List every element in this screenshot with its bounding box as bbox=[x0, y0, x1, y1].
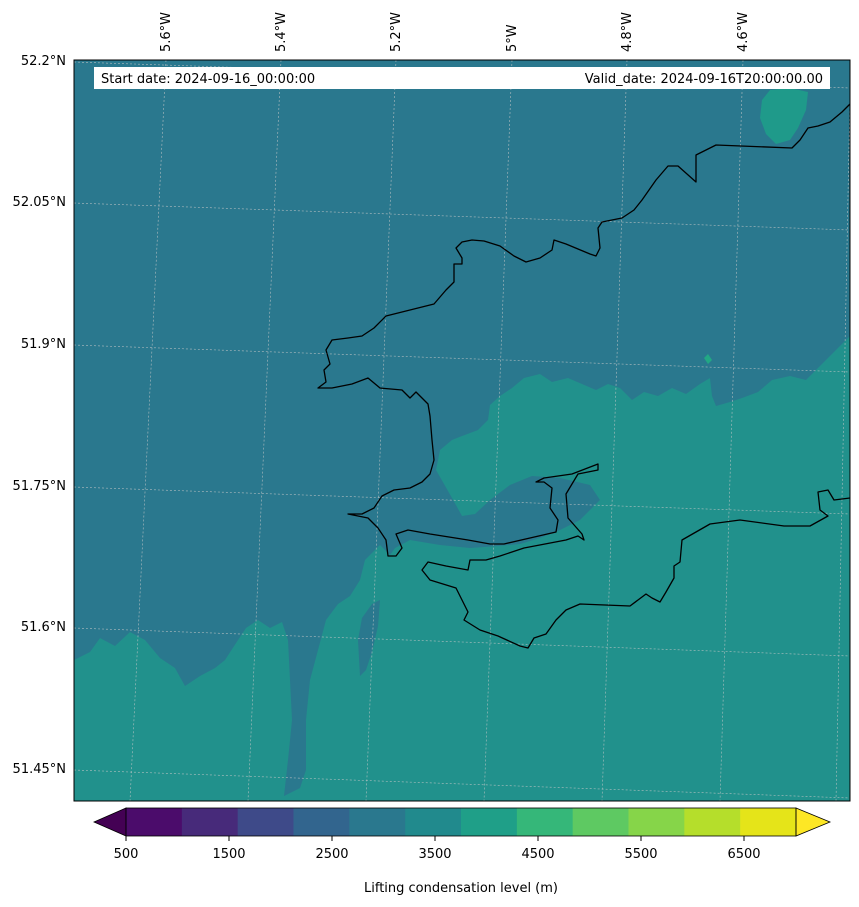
llc-inlet-shade bbox=[358, 600, 380, 676]
colorbar-tick-label: 2500 bbox=[315, 847, 348, 862]
colorbar-tick-label: 3500 bbox=[418, 847, 451, 862]
lat-label: 52.05°N bbox=[13, 195, 66, 210]
lon-label: 4.8°W bbox=[620, 12, 635, 52]
coastline-north bbox=[317, 103, 851, 649]
colorbar-tick-labels: 500 1500 2500 3500 4500 5500 6500 bbox=[114, 847, 761, 862]
start-date-label: Start date: 2024-09-16_00:00:00 bbox=[101, 72, 315, 87]
date-info-box: Start date: 2024-09-16_00:00:00 Valid_da… bbox=[94, 67, 830, 89]
llc-band-4000-4500-small bbox=[704, 354, 712, 364]
colorbar-tick-label: 4500 bbox=[521, 847, 554, 862]
lon-label: 5.6°W bbox=[159, 12, 174, 52]
colorbar-segment bbox=[740, 808, 797, 836]
lat-label: 52.2°N bbox=[21, 54, 66, 69]
colorbar-segment bbox=[572, 808, 629, 836]
lon-label: 4.6°W bbox=[736, 12, 751, 52]
colorbar-tick-label: 5500 bbox=[624, 847, 657, 862]
map-frame bbox=[73, 59, 851, 802]
colorbar-tick-label: 500 bbox=[114, 847, 139, 862]
colorbar-under-arrow bbox=[93, 807, 127, 837]
colorbar-ticks bbox=[125, 836, 745, 841]
colorbar-segment bbox=[405, 808, 462, 836]
lon-label: 5°W bbox=[505, 24, 520, 52]
colorbar-segment bbox=[181, 808, 239, 836]
graticule bbox=[73, 59, 851, 802]
llc-band-4000-4500-patch bbox=[760, 88, 808, 144]
colorbar-segment bbox=[461, 808, 518, 836]
lat-label: 51.75°N bbox=[13, 479, 66, 494]
colorbar-segment bbox=[237, 808, 294, 836]
lon-label: 5.2°W bbox=[389, 12, 404, 52]
colorbar-tick-label: 1500 bbox=[212, 847, 245, 862]
map-panel: Start date: 2024-09-16_00:00:00 Valid_da… bbox=[73, 59, 851, 802]
colorbar-segment bbox=[684, 808, 741, 836]
longitude-labels: 5.6°W 5.4°W 5.2°W 5°W 4.8°W 4.6°W bbox=[159, 12, 751, 52]
colorbar-segment bbox=[516, 808, 574, 836]
colorbar-segment bbox=[349, 808, 406, 836]
colorbar-frame bbox=[125, 807, 797, 837]
colorbar-segment bbox=[126, 808, 183, 836]
colorbar: 500 1500 2500 3500 4500 5500 6500 Liftin… bbox=[93, 807, 832, 896]
colorbar-label: Lifting condensation level (m) bbox=[364, 881, 558, 896]
colorbar-over-arrow bbox=[795, 807, 832, 837]
coastline bbox=[317, 103, 851, 649]
colorbar-segment bbox=[628, 808, 685, 836]
colorbar-tick-label: 6500 bbox=[727, 847, 760, 862]
lat-label: 51.9°N bbox=[21, 337, 66, 352]
valid-date-label: Valid_date: 2024-09-16T20:00:00.00 bbox=[585, 72, 823, 87]
colorbar-segment bbox=[293, 808, 350, 836]
date-info-background bbox=[94, 67, 830, 89]
colorbar-segments bbox=[126, 808, 797, 836]
lat-label: 51.45°N bbox=[13, 762, 66, 777]
lon-label: 5.4°W bbox=[274, 12, 289, 52]
lat-label: 51.6°N bbox=[21, 620, 66, 635]
latitude-labels: 52.2°N 52.05°N 51.9°N 51.75°N 51.6°N 51.… bbox=[13, 54, 66, 777]
